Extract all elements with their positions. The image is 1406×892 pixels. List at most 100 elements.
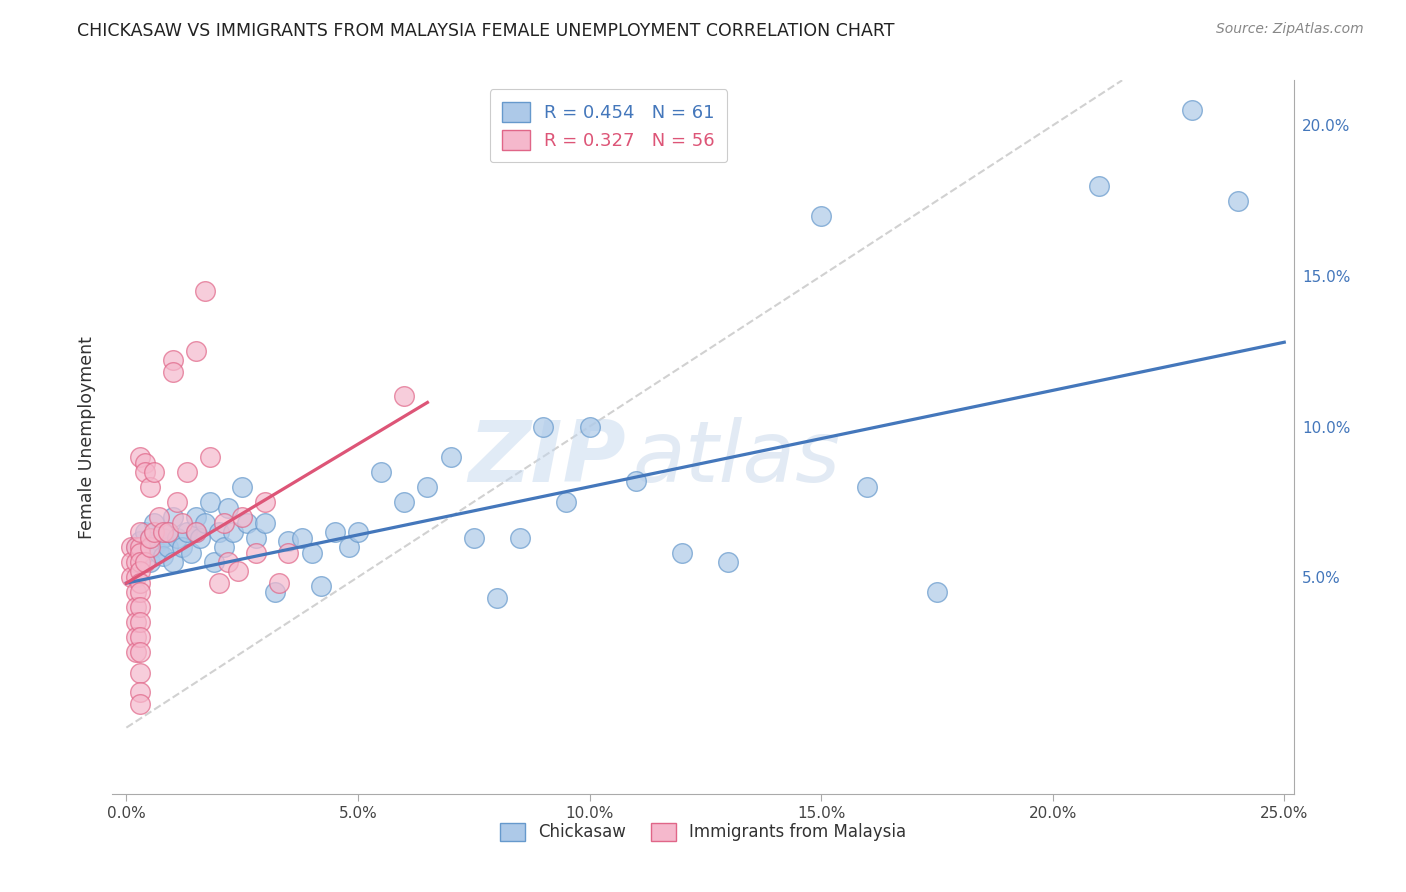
- Point: [152, 531, 174, 545]
- Point: [134, 524, 156, 539]
- Point: [194, 284, 217, 298]
- Point: [129, 615, 152, 630]
- Point: [231, 509, 253, 524]
- Point: [157, 524, 180, 539]
- Point: [170, 516, 193, 530]
- Point: [416, 480, 439, 494]
- Point: [138, 555, 160, 569]
- Point: [212, 540, 235, 554]
- Point: [245, 531, 267, 545]
- Point: [277, 533, 299, 548]
- Point: [198, 495, 221, 509]
- Point: [810, 209, 832, 223]
- Point: [148, 546, 170, 560]
- Text: Source: ZipAtlas.com: Source: ZipAtlas.com: [1216, 22, 1364, 37]
- Point: [578, 419, 600, 434]
- Point: [1088, 178, 1111, 193]
- Point: [162, 509, 184, 524]
- Point: [254, 495, 277, 509]
- Point: [194, 516, 217, 530]
- Point: [143, 465, 166, 479]
- Point: [120, 540, 142, 554]
- Point: [1226, 194, 1249, 208]
- Point: [184, 524, 207, 539]
- Point: [717, 555, 740, 569]
- Point: [134, 465, 156, 479]
- Point: [217, 500, 239, 515]
- Point: [124, 540, 146, 554]
- Point: [170, 540, 193, 554]
- Point: [671, 546, 693, 560]
- Point: [143, 524, 166, 539]
- Point: [124, 570, 146, 584]
- Point: [856, 480, 879, 494]
- Point: [180, 546, 202, 560]
- Point: [129, 564, 152, 578]
- Point: [263, 585, 285, 599]
- Point: [134, 546, 156, 560]
- Text: atlas: atlas: [633, 417, 841, 500]
- Point: [166, 531, 188, 545]
- Point: [138, 480, 160, 494]
- Point: [120, 555, 142, 569]
- Point: [217, 555, 239, 569]
- Point: [1181, 103, 1204, 118]
- Point: [190, 531, 212, 545]
- Point: [236, 516, 259, 530]
- Point: [439, 450, 461, 464]
- Point: [157, 540, 180, 554]
- Point: [124, 600, 146, 615]
- Point: [184, 509, 207, 524]
- Point: [370, 465, 392, 479]
- Point: [129, 645, 152, 659]
- Point: [176, 524, 198, 539]
- Point: [301, 546, 323, 560]
- Point: [394, 495, 416, 509]
- Point: [254, 516, 277, 530]
- Point: [463, 531, 485, 545]
- Point: [124, 645, 146, 659]
- Point: [222, 524, 245, 539]
- Point: [394, 389, 416, 403]
- Point: [134, 555, 156, 569]
- Point: [143, 540, 166, 554]
- Text: CHICKASAW VS IMMIGRANTS FROM MALAYSIA FEMALE UNEMPLOYMENT CORRELATION CHART: CHICKASAW VS IMMIGRANTS FROM MALAYSIA FE…: [77, 22, 894, 40]
- Point: [129, 684, 152, 698]
- Point: [129, 585, 152, 599]
- Point: [277, 546, 299, 560]
- Point: [337, 540, 360, 554]
- Point: [129, 576, 152, 591]
- Point: [925, 585, 948, 599]
- Point: [138, 531, 160, 545]
- Point: [129, 600, 152, 615]
- Point: [291, 531, 314, 545]
- Point: [245, 546, 267, 560]
- Point: [202, 555, 225, 569]
- Point: [124, 585, 146, 599]
- Point: [148, 509, 170, 524]
- Point: [208, 576, 231, 591]
- Point: [124, 540, 146, 554]
- Point: [231, 480, 253, 494]
- Point: [226, 564, 249, 578]
- Point: [176, 465, 198, 479]
- Point: [198, 450, 221, 464]
- Point: [184, 524, 207, 539]
- Point: [212, 516, 235, 530]
- Point: [138, 531, 160, 545]
- Point: [323, 524, 346, 539]
- Point: [624, 474, 647, 488]
- Point: [269, 576, 291, 591]
- Y-axis label: Female Unemployment: Female Unemployment: [77, 335, 96, 539]
- Point: [152, 524, 174, 539]
- Point: [129, 540, 152, 554]
- Point: [184, 344, 207, 359]
- Point: [166, 495, 188, 509]
- Point: [129, 546, 152, 560]
- Point: [129, 630, 152, 644]
- Point: [157, 524, 180, 539]
- Point: [124, 630, 146, 644]
- Point: [347, 524, 370, 539]
- Point: [129, 450, 152, 464]
- Point: [129, 533, 152, 548]
